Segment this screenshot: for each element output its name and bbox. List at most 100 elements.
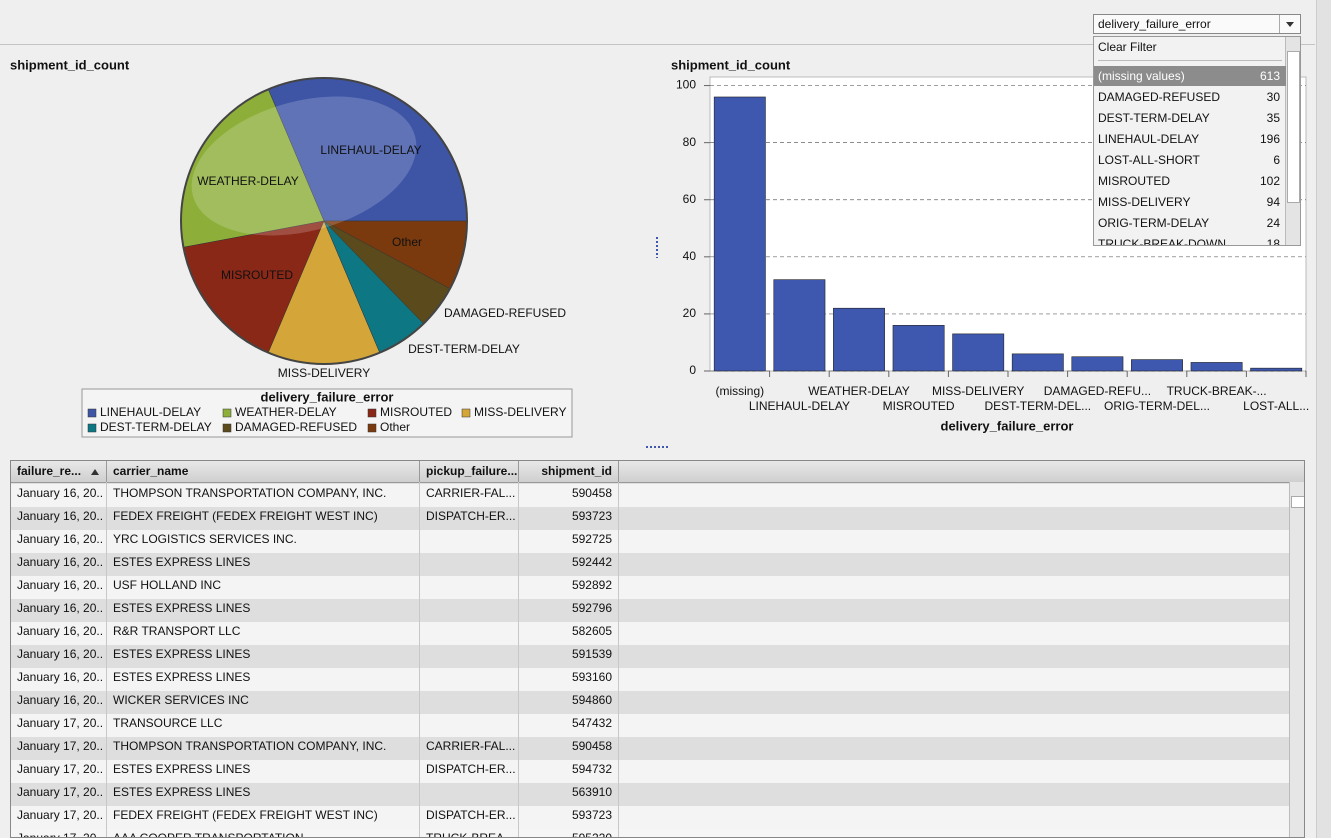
table-cell: 582605: [519, 620, 619, 643]
item-count: 613: [1259, 69, 1280, 83]
table-row: [11, 806, 1289, 829]
item-name: MISS-DELIVERY: [1098, 195, 1191, 209]
list-scrollbar[interactable]: [1285, 37, 1300, 245]
side-rail: [1316, 0, 1331, 838]
filter-dropdown[interactable]: delivery_failure_error: [1093, 14, 1301, 34]
x-axis-title: delivery_failure_error: [941, 418, 1074, 433]
column-header[interactable]: carrier_name: [107, 461, 420, 482]
item-count: 24: [1266, 216, 1280, 230]
table-cell: 592796: [519, 597, 619, 620]
x-tick-label: DAMAGED-REFU...: [1044, 384, 1151, 398]
x-tick-label: WEATHER-DELAY: [808, 384, 910, 398]
legend-swatch: [87, 423, 97, 433]
filter-item[interactable]: LINEHAUL-DELAY 196: [1094, 129, 1286, 149]
legend-label: MISROUTED: [380, 405, 452, 419]
table-cell: 590458: [519, 482, 619, 505]
item-name: DEST-TERM-DELAY: [1098, 111, 1210, 125]
slice-label: MISROUTED: [221, 268, 293, 282]
legend-label: WEATHER-DELAY: [235, 405, 337, 419]
table-cell: THOMPSON TRANSPORTATION COMPANY, INC.: [107, 482, 420, 505]
scroll-thumb[interactable]: [1291, 496, 1304, 508]
table-row: [11, 507, 1289, 530]
table-cell: [420, 528, 519, 551]
y-tick-label: 60: [683, 192, 697, 206]
filter-item[interactable]: MISROUTED 102: [1094, 171, 1286, 191]
arrow-icon: [1286, 22, 1294, 27]
item-count: 30: [1266, 90, 1280, 104]
table-cell: 563910: [519, 781, 619, 804]
table-cell: 592442: [519, 551, 619, 574]
table-cell: TRUCK-BREA...: [420, 827, 519, 837]
table-row: [11, 599, 1289, 622]
charts: shipment_id_count shipment_id_count deli…: [10, 57, 1309, 448]
bar: [892, 325, 945, 372]
table-cell: 591539: [519, 643, 619, 666]
legend-label: Other: [380, 420, 410, 434]
filter-list: Clear Filter (missing values) 613 DAMAGED-…: [1093, 36, 1301, 246]
item-name: LOST-ALL-SHORT: [1098, 153, 1200, 167]
table-row: [11, 484, 1289, 507]
table-row: [11, 783, 1289, 806]
table-cell: ESTES EXPRESS LINES: [107, 666, 420, 689]
table-cell: January 16, 20..: [11, 482, 107, 505]
clear-filter[interactable]: Clear Filter: [1098, 40, 1157, 54]
item-count: 35: [1266, 111, 1280, 125]
bar: [952, 333, 1005, 372]
legend-title: delivery_failure_error: [261, 389, 394, 404]
filter-item[interactable]: MISS-DELIVERY 94: [1094, 192, 1286, 212]
legend-swatch: [87, 408, 97, 418]
table-cell: [420, 643, 519, 666]
legend-label: DAMAGED-REFUSED: [235, 420, 357, 434]
table-row: [11, 737, 1289, 760]
slice-label: MISS-DELIVERY: [278, 366, 370, 380]
table-cell: TRANSOURCE LLC: [107, 712, 420, 735]
table-cell: [420, 781, 519, 804]
slice-label: WEATHER-DELAY: [197, 174, 299, 188]
item-count: 102: [1259, 174, 1280, 188]
filter-item[interactable]: DEST-TERM-DELAY 35: [1094, 108, 1286, 128]
column-header[interactable]: pickup_failure...: [420, 461, 519, 482]
column-header[interactable]: failure_re...: [11, 461, 107, 482]
table-cell: USF HOLLAND INC: [107, 574, 420, 597]
scroll-thumb[interactable]: [1287, 51, 1300, 203]
pie-gloss: [191, 96, 417, 236]
filter-item[interactable]: LOST-ALL-SHORT 6: [1094, 150, 1286, 170]
table-cell: ESTES EXPRESS LINES: [107, 551, 420, 574]
table-cell: January 17, 20..: [11, 735, 107, 758]
dropdown-arrow[interactable]: [1279, 15, 1300, 33]
item-count: 18: [1266, 237, 1280, 246]
table-cell: THOMPSON TRANSPORTATION COMPANY, INC.: [107, 735, 420, 758]
column-header[interactable]: shipment_id: [519, 461, 619, 482]
table-cell: CARRIER-FAL...: [420, 482, 519, 505]
table-cell: [420, 712, 519, 735]
table-cell: AAA COOPER TRANSPORTATION: [107, 827, 420, 837]
table-cell: 593160: [519, 666, 619, 689]
legend-swatch: [461, 408, 471, 418]
table-scrollbar[interactable]: [1289, 482, 1304, 837]
legend-swatch: [222, 423, 232, 433]
table-cell: R&R TRANSPORT LLC: [107, 620, 420, 643]
bar-title: shipment_id_count: [671, 57, 791, 72]
legend-swatch: [367, 423, 377, 433]
pie-rim: [180, 77, 468, 365]
table-cell: [420, 574, 519, 597]
legend-label: MISS-DELIVERY: [474, 405, 566, 419]
table-cell: January 17, 20..: [11, 781, 107, 804]
table-cell: CARRIER-FAL...: [420, 735, 519, 758]
sort-indicator: [91, 469, 99, 475]
item-count: 94: [1266, 195, 1280, 209]
item-name: ORIG-TERM-DELAY: [1098, 216, 1210, 230]
table-row: [11, 760, 1289, 783]
legend-swatch: [222, 408, 232, 418]
table-cell: January 16, 20..: [11, 597, 107, 620]
sort-arrow: [91, 469, 99, 475]
filter-item[interactable]: DAMAGED-REFUSED 30: [1094, 87, 1286, 107]
filter-item[interactable]: ORIG-TERM-DELAY 24: [1094, 213, 1286, 233]
table-row: [11, 714, 1289, 737]
top-divider: [0, 44, 1315, 45]
y-tick-label: 20: [683, 306, 697, 320]
bar: [1250, 367, 1303, 372]
filter-item[interactable]: (missing values) 613: [1094, 66, 1286, 86]
filter-item[interactable]: TRUCK-BREAK-DOWN 18: [1094, 234, 1286, 246]
item-name: LINEHAUL-DELAY: [1098, 132, 1200, 146]
